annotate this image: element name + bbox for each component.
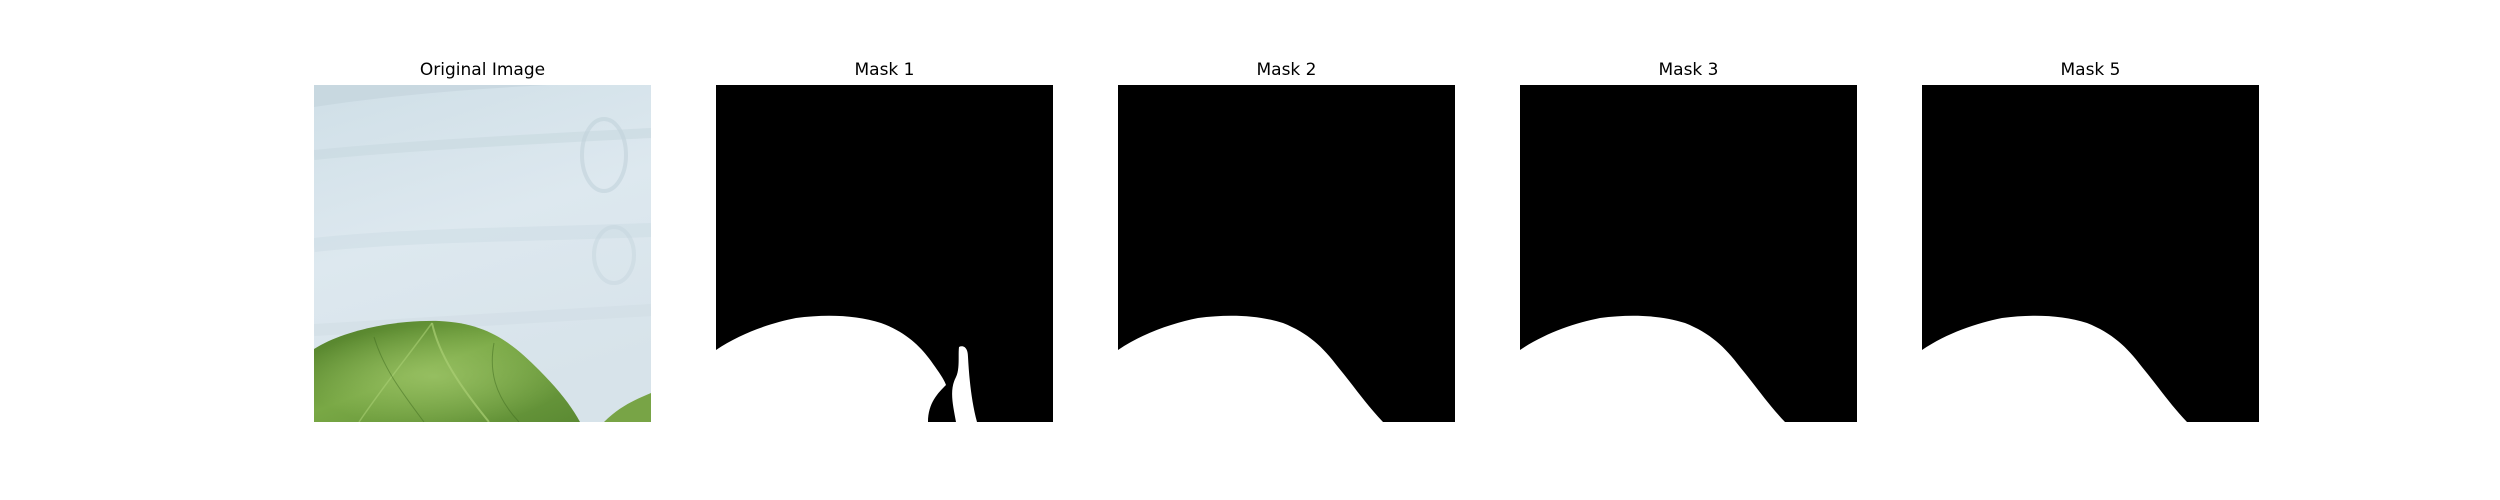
panel-title: Mask 1: [854, 60, 915, 80]
mask-image-3: [1520, 85, 1857, 422]
panel-original-image: Original Image: [314, 59, 651, 422]
panel-mask-2: Mask 2: [1118, 59, 1455, 422]
leaf-edge: [604, 393, 651, 422]
panel-title: Mask 3: [1658, 60, 1719, 80]
panel-mask-3: Mask 3: [1520, 59, 1857, 422]
panel-title: Mask 2: [1256, 60, 1317, 80]
mask-image-5: [1922, 85, 2259, 422]
mask-stem-region: [952, 346, 977, 422]
mask-region: [716, 315, 946, 422]
mask-region: [1922, 315, 2187, 422]
mask-region: [1520, 315, 1785, 422]
panel-mask-5: Mask 5: [1922, 59, 2259, 422]
panel-title: Mask 5: [2060, 60, 2121, 80]
mask-image-2: [1118, 85, 1455, 422]
panel-title: Original Image: [419, 60, 546, 80]
panel-mask-1: Mask 1: [716, 59, 1053, 422]
mask-region: [1118, 315, 1383, 422]
original-photo: [314, 85, 651, 422]
mask-image-1: [716, 85, 1053, 422]
